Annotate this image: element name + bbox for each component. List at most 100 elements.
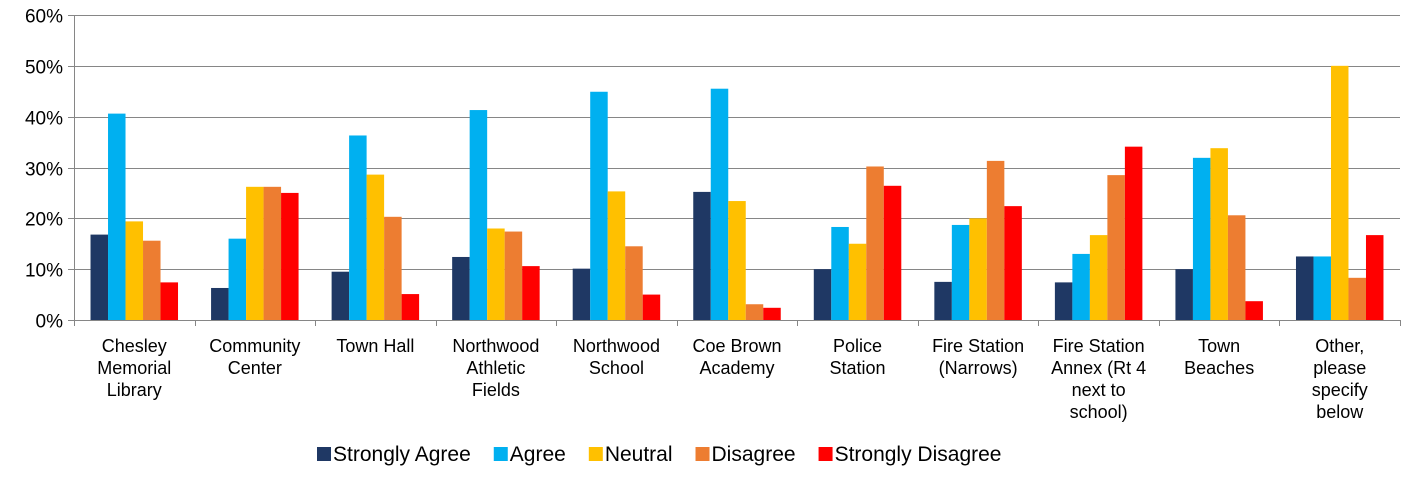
x-category-label: Annex (Rt 4: [1051, 358, 1146, 378]
bar: [349, 135, 367, 320]
bar: [969, 218, 987, 320]
x-category-label: Athletic: [466, 358, 525, 378]
x-category-label: (Narrows): [939, 358, 1018, 378]
legend-label: Agree: [510, 443, 566, 466]
x-category-label: School: [589, 358, 644, 378]
bar: [572, 268, 591, 320]
y-tick-label: 10%: [25, 261, 63, 282]
legend-swatch: [695, 447, 710, 461]
x-category-label: Coe Brown: [692, 336, 781, 356]
y-tick-labels: 0% 10% 20% 30% 40% 50% 60%: [25, 7, 63, 333]
x-category-label: next to: [1072, 380, 1126, 400]
bar: [1107, 175, 1125, 320]
x-category-label: school): [1070, 402, 1128, 422]
bar: [883, 185, 902, 320]
bar: [1365, 235, 1384, 320]
legend-label: Strongly Agree: [333, 443, 471, 466]
x-category-label: please: [1313, 358, 1366, 378]
x-category-label: Community: [209, 336, 300, 356]
bar: [211, 287, 229, 320]
bar: [607, 191, 626, 320]
bar: [1089, 235, 1108, 320]
x-category-label: Chesley: [102, 336, 167, 356]
bar: [1313, 256, 1331, 320]
bar: [710, 88, 729, 320]
bar: [866, 166, 884, 320]
y-tick-label: 50%: [25, 58, 63, 79]
x-category-label: specify: [1312, 380, 1368, 400]
legend: Strongly Agree Agree Neutral Disagree Strong…: [317, 443, 1001, 466]
x-category-label: Station: [830, 358, 886, 378]
y-tick-label: 40%: [25, 109, 63, 130]
x-category-label: Beaches: [1184, 358, 1254, 378]
bar: [934, 281, 952, 320]
legend-swatch: [818, 447, 833, 461]
legend-label: Neutral: [605, 443, 673, 466]
x-category-label: Fields: [472, 380, 520, 400]
bar: [1175, 269, 1193, 320]
bar: [366, 174, 385, 320]
y-tick-label: 60%: [25, 7, 63, 28]
bar: [848, 243, 867, 320]
axes: [68, 15, 1401, 326]
y-tick-label: 0%: [36, 312, 64, 333]
bar: [728, 201, 746, 320]
bar: [228, 238, 247, 320]
bar: [143, 240, 161, 320]
y-tick-label: 20%: [25, 210, 63, 231]
bar: [487, 228, 505, 320]
x-category-label: Police: [833, 336, 882, 356]
legend-swatch: [588, 447, 603, 461]
bar: [1348, 277, 1366, 320]
x-category-label: Center: [228, 358, 282, 378]
bar: [1192, 157, 1211, 320]
bar: [642, 294, 661, 320]
bar: [504, 231, 523, 320]
bar: [469, 110, 488, 320]
bar: [951, 224, 970, 320]
bar: [160, 282, 179, 320]
bar: [1210, 148, 1228, 320]
x-category-label: Library: [107, 380, 162, 400]
bar: [763, 307, 781, 320]
bar: [590, 91, 608, 320]
bar: [281, 192, 299, 320]
bar: [1004, 206, 1022, 320]
x-category-label: Northwood: [573, 336, 660, 356]
bar: [831, 226, 849, 320]
legend-label: Disagree: [712, 443, 796, 466]
bar: [90, 234, 109, 320]
x-category-label: Town Hall: [336, 336, 414, 356]
bar: [1245, 301, 1263, 320]
bar: [1295, 256, 1314, 320]
bar: [384, 216, 402, 320]
legend-swatch: [317, 447, 331, 461]
bar: [1330, 65, 1349, 320]
bar: [522, 266, 540, 320]
bar: [693, 191, 711, 320]
bar: [108, 113, 126, 320]
bar: [625, 246, 643, 320]
x-category-label: Fire Station: [932, 336, 1024, 356]
bar: [1054, 282, 1073, 320]
bar: [1072, 253, 1090, 320]
bar: [246, 186, 264, 320]
y-tick-label: 30%: [25, 160, 63, 181]
bar: [263, 186, 282, 320]
bar: [331, 271, 350, 320]
bar: [1124, 146, 1143, 320]
bar: [986, 160, 1005, 320]
x-category-label: Other,: [1315, 336, 1364, 356]
x-category-label: Academy: [699, 358, 774, 378]
x-category-label: Town: [1198, 336, 1240, 356]
bar: [452, 256, 470, 320]
bar: [813, 269, 832, 320]
bars: [90, 65, 1384, 320]
bar: [745, 304, 764, 320]
x-category-label: Northwood: [452, 336, 539, 356]
x-category-label: Fire Station: [1053, 336, 1145, 356]
x-category-label: below: [1316, 402, 1364, 422]
